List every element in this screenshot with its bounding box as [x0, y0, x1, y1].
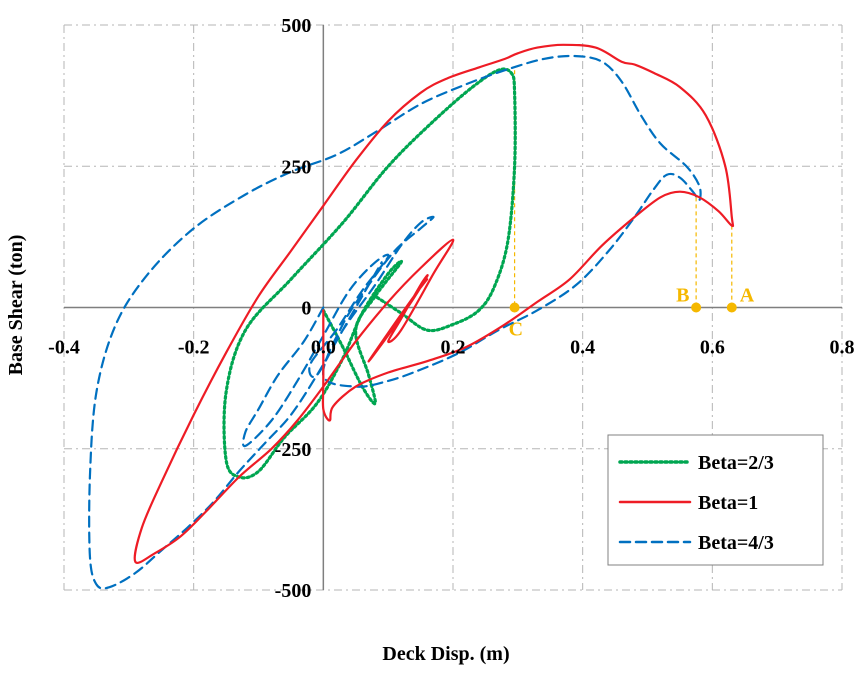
x-tick-label: -0.2 [178, 337, 210, 359]
x-tick-label: 0.6 [700, 337, 725, 359]
marker-label: A [740, 285, 755, 307]
x-tick-label: 0.2 [441, 337, 466, 359]
series-line-beta-4-3 [88, 54, 702, 590]
marker-point [691, 302, 702, 313]
y-tick-label: 500 [281, 15, 311, 37]
x-tick-label: -0.4 [48, 337, 80, 359]
series-line-beta-2-3 [222, 67, 517, 480]
y-tick-labels: -500 -250 0 250 500 [275, 15, 312, 602]
y-tick-label: 250 [281, 156, 311, 178]
marker-point [726, 302, 737, 313]
x-tick-labels: -0.4 -0.2 0.0 0.2 0.4 0.6 0.8 [48, 337, 854, 359]
legend-label: Beta=1 [698, 492, 758, 514]
y-tick-label: -500 [275, 580, 312, 602]
legend-label: Beta=4/3 [698, 532, 774, 554]
y-axis-title: Base Shear (ton) [5, 235, 27, 376]
legend-label: Beta=2/3 [698, 452, 774, 474]
x-tick-label: 0.0 [311, 337, 336, 359]
marker-label: B [676, 285, 689, 307]
series-group [88, 43, 735, 590]
y-tick-label: -250 [275, 439, 312, 461]
marker-point [509, 302, 520, 313]
critical-markers: ABC [509, 70, 755, 341]
series-line-beta-1 [133, 43, 735, 564]
x-tick-label: 0.4 [570, 337, 595, 359]
y-tick-label: 0 [301, 298, 311, 320]
x-tick-label: 0.8 [830, 337, 855, 359]
x-axis-title: Deck Disp. (m) [382, 643, 509, 665]
legend: Beta=2/3 Beta=1 Beta=4/3 [607, 434, 824, 566]
legend-box [607, 434, 824, 566]
